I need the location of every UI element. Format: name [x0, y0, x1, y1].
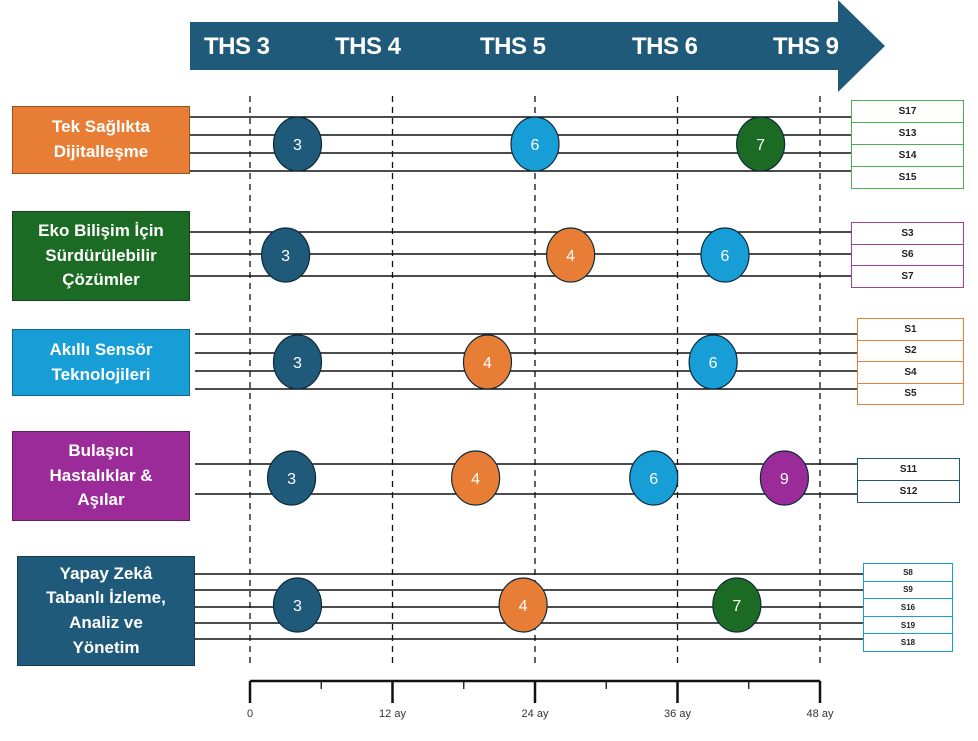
milestone-number: 4 [519, 598, 528, 615]
row-label-box: Yapay Zekâ Tabanlı İzleme, Analiz ve Yön… [17, 556, 195, 666]
milestone-number: 6 [709, 355, 718, 372]
sdg-box: S5 [857, 382, 964, 405]
axis-tick-label: 24 ay [521, 708, 549, 720]
milestone-marker [498, 577, 548, 633]
milestone-marker [261, 227, 311, 283]
sdg-box: S7 [851, 265, 964, 288]
milestone-number: 6 [531, 137, 540, 154]
milestone-number: 3 [281, 248, 290, 265]
row-label: Tek Sağlıkta Dijitalleşme [52, 117, 150, 161]
sdg-box: S1 [857, 318, 964, 341]
milestone-number: 9 [780, 471, 789, 488]
sdg-box: S9 [863, 580, 953, 600]
row-label-box: Akıllı Sensör Teknolojileri [12, 329, 190, 396]
phase-label: THS 5 [480, 33, 546, 60]
phase-label: THS 6 [632, 33, 698, 60]
milestone-number: 3 [293, 137, 302, 154]
sdg-box: S17 [851, 100, 964, 123]
row-label: Akıllı Sensör Teknolojileri [49, 339, 153, 384]
sdg-box: S15 [851, 166, 964, 189]
milestone-marker [510, 116, 560, 172]
sdg-box: S13 [851, 122, 964, 145]
milestone-marker [759, 450, 809, 506]
row-label-box: Eko Bilişim İçin Sürdürülebilir Çözümler [12, 211, 190, 301]
sdg-box: S11 [857, 458, 960, 481]
sdg-box: S3 [851, 222, 964, 245]
sdg-box: S16 [863, 598, 953, 617]
axis-tick-label: 36 ay [664, 708, 691, 720]
milestone-marker [629, 450, 679, 506]
sdg-box: S12 [857, 480, 960, 503]
sdg-box: S6 [851, 243, 964, 267]
phase-label: THS 3 [204, 33, 270, 60]
sdg-box: S19 [863, 615, 953, 635]
milestone-marker [272, 116, 323, 172]
phase-label: THS 4 [335, 33, 401, 60]
axis-tick-label: 12 ay [379, 708, 406, 720]
milestone-number: 3 [287, 471, 296, 488]
row-label-box: Bulaşıcı Hastalıklar & Aşılar [12, 431, 190, 521]
milestone-number: 3 [293, 355, 302, 372]
sdg-box: S18 [863, 633, 953, 652]
milestone-number: 7 [756, 137, 765, 154]
axis-tick-label: 48 ay [806, 708, 834, 720]
milestone-marker [546, 227, 596, 283]
milestone-marker [736, 116, 786, 172]
milestone-marker [712, 577, 762, 633]
row-label: Bulaşıcı Hastalıklar & Aşılar [49, 441, 153, 510]
milestone-number: 7 [732, 598, 741, 615]
milestone-marker [266, 450, 317, 506]
phase-arrow [190, 0, 885, 92]
row-label: Eko Bilişim İçin Sürdürülebilir Çözümler [38, 221, 164, 290]
milestone-number: 4 [471, 471, 480, 488]
row-label: Yapay Zekâ Tabanlı İzleme, Analiz ve Yön… [46, 563, 166, 657]
milestone-marker [272, 334, 323, 390]
milestone-number: 6 [721, 248, 730, 265]
milestone-number: 3 [293, 598, 302, 615]
milestone-marker [700, 227, 750, 283]
sdg-box: S14 [851, 144, 964, 167]
axis-tick-label: 0 [246, 708, 254, 720]
milestone-number: 4 [566, 248, 575, 265]
milestone-marker [451, 450, 501, 506]
milestone-number: 4 [483, 355, 492, 372]
milestone-marker [272, 577, 323, 633]
row-label-box: Tek Sağlıkta Dijitalleşme [12, 106, 190, 174]
milestone-marker [688, 334, 738, 390]
milestone-number: 6 [649, 471, 658, 488]
sdg-box: S8 [863, 563, 953, 582]
milestone-marker [462, 334, 513, 390]
phase-label: THS 9 [773, 33, 839, 60]
sdg-box: S4 [857, 361, 964, 384]
sdg-box: S2 [857, 339, 964, 362]
